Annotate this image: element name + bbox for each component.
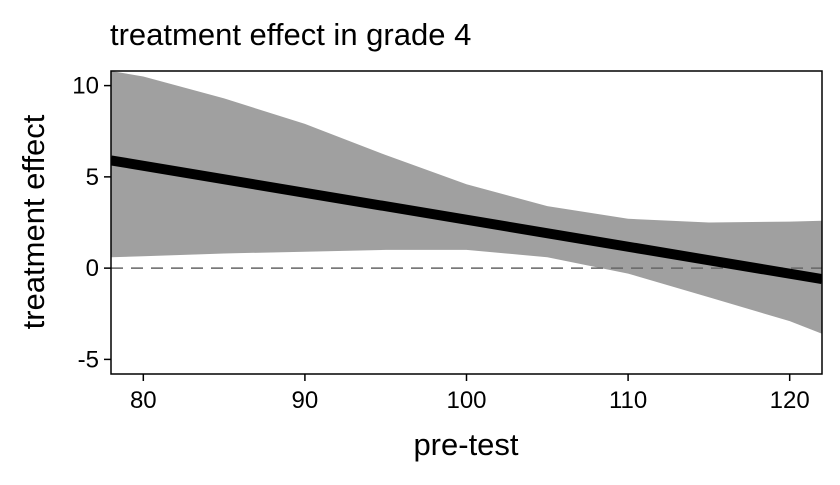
y-tick-label: 0	[86, 255, 99, 282]
x-tick-label: 90	[292, 387, 319, 414]
x-tick-label: 120	[770, 387, 810, 414]
estimate-line	[111, 155, 822, 285]
y-tick-label: -5	[78, 346, 99, 373]
x-axis-label: pre-test	[413, 427, 518, 462]
y-axis-label: treatment effect	[16, 114, 51, 329]
y-tick-label: 10	[72, 73, 99, 100]
x-tick-label: 80	[130, 387, 157, 414]
y-tick-label: 5	[86, 164, 99, 191]
x-tick-label: 100	[446, 387, 486, 414]
x-tick-label: 110	[609, 387, 647, 414]
confidence-band	[111, 71, 822, 334]
chart-title: treatment effect in grade 4	[110, 17, 471, 52]
plot-area: 80 90 100 110 120 -5 0 5 10	[72, 70, 823, 414]
